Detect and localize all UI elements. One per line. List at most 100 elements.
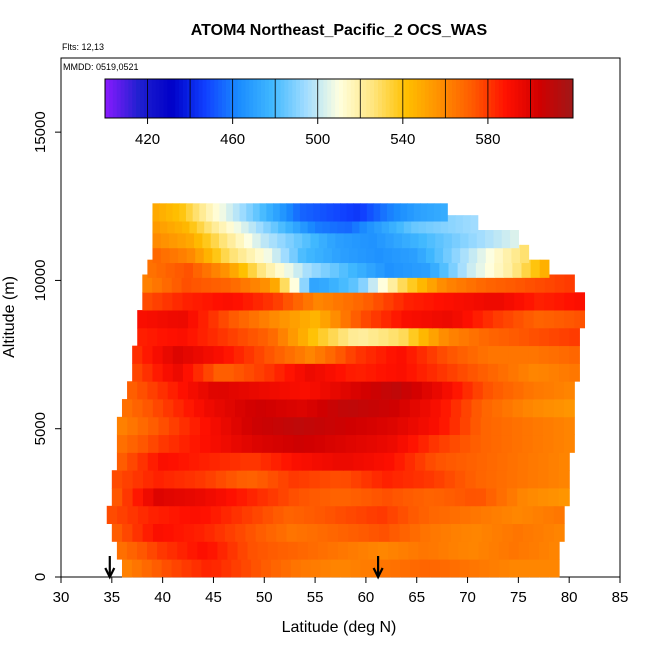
heatmap-cell <box>352 215 361 234</box>
heatmap-cell <box>218 310 230 329</box>
heatmap-cell <box>266 259 276 278</box>
colorbar-segment <box>370 79 375 118</box>
heatmap-cell <box>184 470 196 489</box>
heatmap-cell <box>433 292 445 311</box>
colorbar-segment <box>124 79 129 118</box>
heatmap-cell <box>399 399 411 418</box>
heatmap-cell <box>147 381 159 400</box>
heatmap-cell <box>232 292 244 311</box>
heatmap-cell <box>333 203 341 222</box>
heatmap-cell <box>382 488 394 507</box>
heatmap-cell <box>181 274 192 293</box>
heatmap-cell <box>494 259 504 278</box>
heatmap-cell <box>504 292 515 311</box>
heatmap-cell <box>308 327 319 347</box>
heatmap-cell <box>461 523 473 542</box>
heatmap-cell <box>350 488 362 507</box>
colorbar-segment <box>452 79 457 118</box>
heatmap-cell <box>161 559 173 578</box>
colorbar-segment <box>471 79 476 118</box>
heatmap-cell <box>296 399 308 418</box>
heatmap-cell <box>278 470 290 489</box>
heatmap-cell <box>335 345 347 364</box>
colorbar-segment <box>424 79 430 118</box>
heatmap-cell <box>343 230 353 249</box>
heatmap-cell <box>511 416 523 436</box>
heatmap-cell <box>393 203 401 222</box>
heatmap-cell <box>512 399 524 418</box>
heatmap-cell <box>417 274 428 293</box>
heatmap-cell <box>290 559 302 578</box>
heatmap-cell <box>211 274 222 293</box>
heatmap-cell <box>304 363 316 382</box>
heatmap-cell <box>284 345 296 364</box>
colorbar-segment <box>498 79 504 118</box>
heatmap-cell <box>157 310 169 329</box>
heatmap-cell <box>374 244 384 264</box>
heatmap-cell <box>260 274 271 293</box>
heatmap-cell <box>421 259 431 278</box>
heatmap-cell <box>420 399 431 418</box>
heatmap-cell <box>401 230 411 249</box>
heatmap-cell <box>492 523 504 542</box>
heatmap-cell <box>558 452 570 471</box>
heatmap-cell <box>217 327 229 347</box>
heatmap-cell <box>171 274 183 293</box>
heatmap-cell <box>493 292 505 311</box>
heatmap-cell <box>315 363 326 382</box>
heatmap-cell <box>553 416 565 436</box>
heatmap-cell <box>220 274 232 293</box>
heatmap-cell <box>470 434 482 453</box>
colorbar-segment <box>167 79 172 118</box>
heatmap-cell <box>360 230 370 249</box>
heatmap-cell <box>242 292 254 311</box>
heatmap-cell <box>335 416 347 436</box>
heatmap-cell <box>393 230 403 249</box>
heatmap-cell <box>371 488 383 507</box>
heatmap-cell <box>423 292 435 311</box>
colorbar-segment <box>261 79 266 118</box>
heatmap-cell <box>161 244 171 264</box>
heatmap-cell <box>431 381 443 400</box>
heatmap-cell <box>322 215 331 234</box>
colorbar-segment <box>198 79 203 118</box>
heatmap-cell <box>148 505 160 525</box>
heatmap-cell <box>429 559 441 578</box>
heatmap-cell <box>243 345 255 364</box>
heatmap-cell <box>456 452 467 471</box>
heatmap-cell <box>264 345 276 364</box>
heatmap-cell <box>411 310 423 329</box>
colorbar-segment <box>292 79 297 118</box>
heatmap-cell <box>191 559 203 578</box>
heatmap-cell <box>264 363 276 382</box>
heatmap-cell <box>222 292 234 311</box>
heatmap-cell <box>248 215 257 234</box>
heatmap-cell <box>328 274 340 293</box>
heatmap-cell <box>431 310 443 329</box>
colorbar-segment <box>108 79 114 118</box>
heatmap-cell <box>193 399 205 418</box>
heatmap-cell <box>227 230 237 249</box>
heatmap-cell <box>514 292 525 311</box>
heatmap-cell <box>289 381 301 400</box>
heatmap-cell <box>221 559 232 578</box>
heatmap-cell <box>389 523 401 542</box>
heatmap-cell <box>289 244 299 264</box>
heatmap-cell <box>236 470 248 489</box>
colorbar-segment <box>534 79 539 118</box>
heatmap-cell <box>450 399 462 418</box>
heatmap-cell <box>465 488 477 507</box>
colorbar-segment <box>487 79 492 118</box>
heatmap-cell <box>262 292 274 311</box>
heatmap-cell <box>406 363 418 382</box>
heatmap-cell <box>152 274 163 293</box>
heatmap-cell <box>238 259 249 278</box>
heatmap-cell <box>485 230 495 249</box>
heatmap-cell <box>452 381 464 400</box>
heatmap-cell <box>200 416 212 436</box>
heatmap-cell <box>202 230 212 249</box>
heatmap-cell <box>257 470 269 489</box>
heatmap-cell <box>402 259 413 278</box>
colorbar-segment <box>120 79 125 118</box>
heatmap-cell <box>220 244 230 264</box>
